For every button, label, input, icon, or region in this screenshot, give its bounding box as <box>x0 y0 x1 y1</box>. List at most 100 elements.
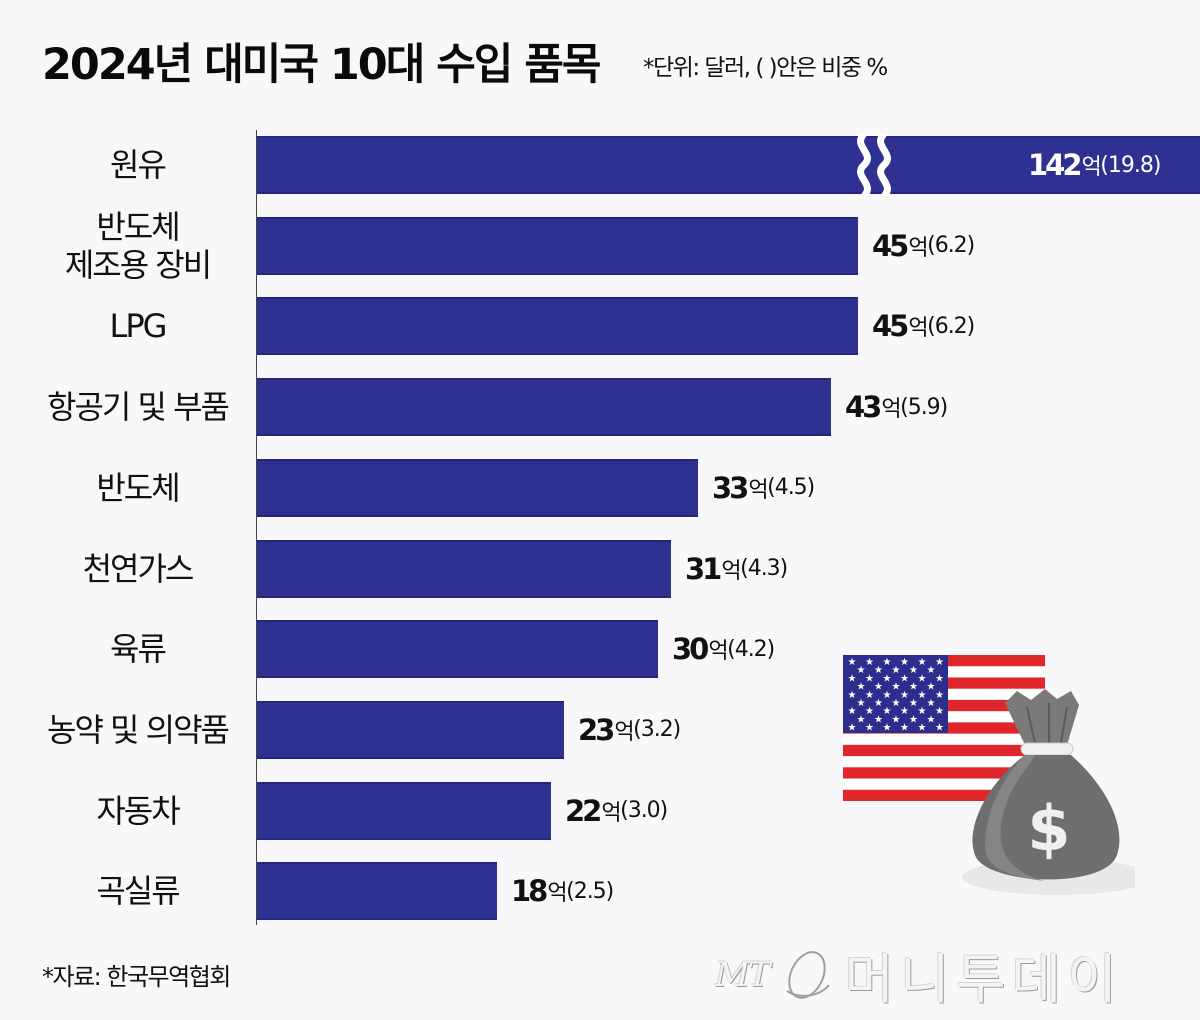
svg-text:★: ★ <box>883 690 892 701</box>
value-share: (6.2) <box>927 313 975 339</box>
svg-text:★: ★ <box>865 657 874 668</box>
value-label: 23 억 (3.2) <box>578 701 681 759</box>
value-number: 33 <box>712 470 749 505</box>
svg-text:★: ★ <box>857 665 866 676</box>
svg-text:★: ★ <box>874 698 883 709</box>
value-share: (3.0) <box>620 798 668 824</box>
svg-text:★: ★ <box>857 698 866 709</box>
value-label: 33 억 (4.5) <box>712 459 815 517</box>
svg-text:★: ★ <box>874 714 883 725</box>
svg-text:★: ★ <box>892 714 901 725</box>
svg-text:★: ★ <box>909 665 918 676</box>
svg-text:★: ★ <box>900 673 909 684</box>
bar <box>257 216 858 275</box>
svg-text:★: ★ <box>892 665 901 676</box>
bar <box>257 862 497 921</box>
value-number: 45 <box>872 309 909 344</box>
value-number: 43 <box>845 390 882 425</box>
svg-text:★: ★ <box>927 665 936 676</box>
svg-text:★: ★ <box>900 657 909 668</box>
bar <box>257 458 698 517</box>
category-label: 농약 및 의약품 <box>47 710 230 749</box>
us-flag-icon: ★ ★ ★ ★ ★ ★★ ★ ★ ★ ★★ ★ ★ ★ ★ ★★ ★ ★ ★ ★★ ★ ★ ★ ★ ★★ ★ ★ ★ ★★ ★ ★ ★ ★ ★★… <box>843 655 1152 895</box>
value-number: 45 <box>872 228 909 263</box>
value-unit: 억 <box>748 477 768 503</box>
bar <box>257 378 831 437</box>
value-share: (19.8) <box>1100 152 1161 178</box>
svg-text:★: ★ <box>874 682 883 693</box>
svg-text:★: ★ <box>848 706 857 717</box>
svg-text:★: ★ <box>935 723 944 734</box>
bar <box>257 620 658 679</box>
bar <box>257 781 551 840</box>
category-label: 자동차 <box>96 791 180 830</box>
value-unit: 억 <box>614 719 634 745</box>
value-number: 30 <box>672 632 709 667</box>
category-label: 천연가스 <box>82 549 195 588</box>
bar <box>257 136 1200 194</box>
svg-text:★: ★ <box>918 706 927 717</box>
svg-text:★: ★ <box>865 706 874 717</box>
value-label: 45 억 (6.2) <box>872 217 975 275</box>
svg-text:★: ★ <box>935 706 944 717</box>
unit-note: *단위: 달러, ( )안은 비중 % <box>643 55 888 81</box>
axis-break-icon <box>857 134 891 196</box>
svg-text:★: ★ <box>900 723 909 734</box>
value-share: (4.2) <box>727 636 775 662</box>
value-unit: 억 <box>881 397 901 423</box>
value-share: (6.2) <box>927 233 975 259</box>
bar-row-0: 원유 142 억 (19.8) <box>0 134 1200 196</box>
bar <box>257 700 564 759</box>
chart-title: 2024년 대미국 10대 수입 품목 <box>42 40 601 90</box>
watermark-logo: MT 머니투데이 <box>715 935 1123 1014</box>
value-number: 22 <box>565 793 602 828</box>
category-label: 곡실류 <box>96 872 180 911</box>
svg-text:★: ★ <box>874 665 883 676</box>
category-label: 원유 <box>110 146 167 184</box>
bar <box>257 539 671 598</box>
value-unit: 억 <box>908 316 928 342</box>
value-label: 22 억 (3.0) <box>565 782 668 840</box>
bar-row-3: 항공기 및 부품 43 억 (5.9) <box>0 378 1200 437</box>
value-unit: 억 <box>547 881 567 907</box>
value-share: (5.9) <box>900 394 948 420</box>
category-label: LPG <box>109 307 168 346</box>
value-label: 30 억 (4.2) <box>672 620 775 678</box>
category-label: 육류 <box>110 630 167 669</box>
svg-text:★: ★ <box>909 682 918 693</box>
value-label: 45 억 (6.2) <box>872 297 975 355</box>
value-label: 43 억 (5.9) <box>845 378 948 436</box>
svg-text:★: ★ <box>918 657 927 668</box>
value-number: 142 <box>1028 148 1083 182</box>
svg-text:★: ★ <box>848 690 857 701</box>
value-label: 142 억 (19.8) <box>1028 136 1161 194</box>
y-axis-line <box>256 130 257 925</box>
value-unit: 억 <box>1081 155 1102 180</box>
svg-text:★: ★ <box>900 706 909 717</box>
svg-text:★: ★ <box>848 723 857 734</box>
money-bag-icon: $ <box>962 689 1152 895</box>
value-number: 18 <box>511 874 548 909</box>
watermark-swoosh-icon <box>785 950 830 999</box>
svg-text:★: ★ <box>892 682 901 693</box>
value-label: 31 억 (4.3) <box>685 540 788 598</box>
value-share: (3.2) <box>633 717 681 743</box>
svg-text:$: $ <box>1027 792 1070 865</box>
svg-text:★: ★ <box>918 723 927 734</box>
bar-row-2: LPG 45 억 (6.2) <box>0 297 1200 356</box>
svg-text:★: ★ <box>909 714 918 725</box>
svg-text:★: ★ <box>909 698 918 709</box>
value-unit: 억 <box>721 558 741 584</box>
svg-text:★: ★ <box>857 714 866 725</box>
bar-row-5: 천연가스 31 억 (4.3) <box>0 539 1200 598</box>
svg-text:★: ★ <box>935 673 944 684</box>
value-unit: 억 <box>908 235 928 261</box>
svg-text:★: ★ <box>848 657 857 668</box>
svg-text:★: ★ <box>865 723 874 734</box>
watermark-name: 머니투데이 <box>844 948 1123 1011</box>
bar <box>257 297 858 356</box>
svg-text:★: ★ <box>883 657 892 668</box>
svg-text:★: ★ <box>900 690 909 701</box>
watermark-mt: MT <box>715 954 770 995</box>
svg-text:★: ★ <box>935 690 944 701</box>
